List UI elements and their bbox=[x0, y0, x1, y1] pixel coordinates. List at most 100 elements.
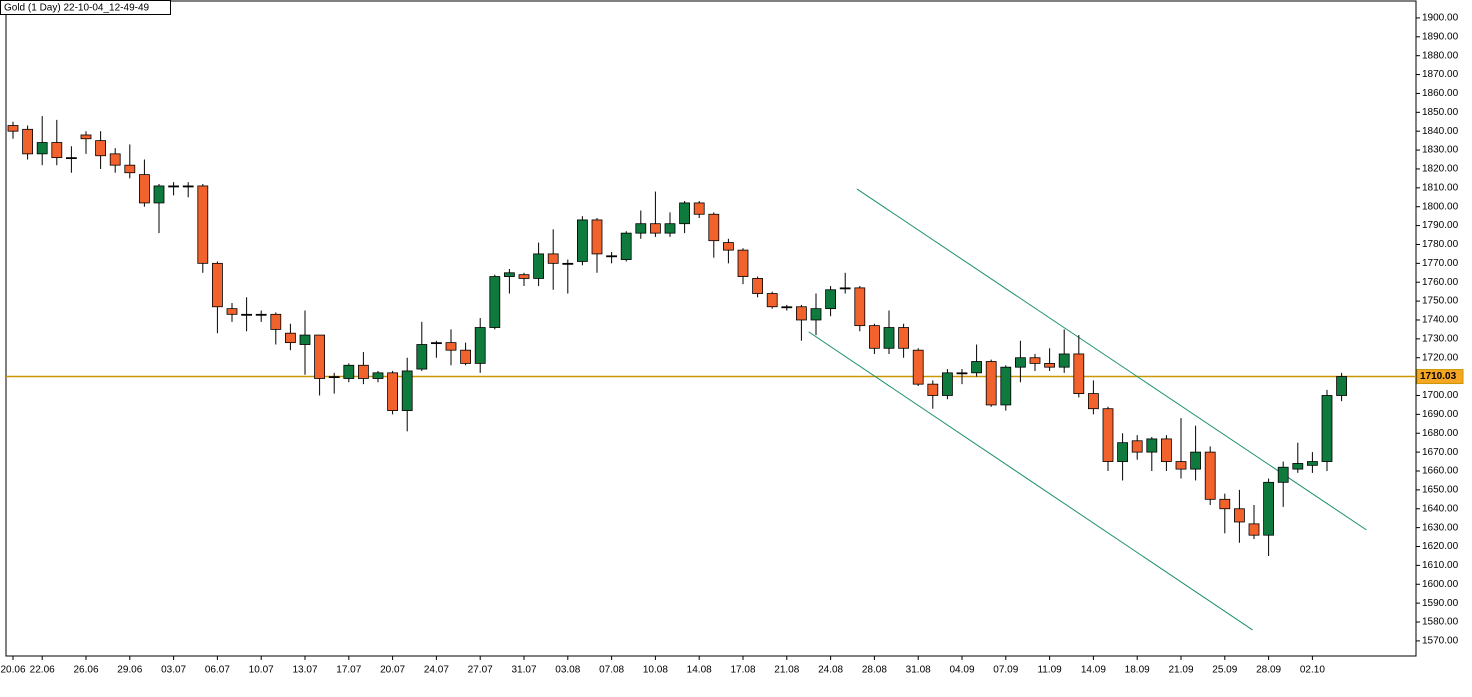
x-tick-label: 21.09 bbox=[1168, 665, 1193, 676]
candle-body bbox=[95, 140, 106, 157]
y-tick-label: 1740.00 bbox=[1422, 315, 1459, 326]
candle-body bbox=[460, 349, 472, 364]
candle-body bbox=[1146, 438, 1158, 453]
candle-body bbox=[124, 164, 136, 174]
y-tick-label: 1690.00 bbox=[1422, 409, 1459, 420]
candle-body bbox=[51, 142, 63, 159]
candle-body bbox=[766, 293, 778, 308]
candle-body bbox=[620, 232, 632, 260]
x-tick-label: 04.09 bbox=[949, 665, 974, 676]
y-tick-label: 1730.00 bbox=[1422, 333, 1459, 344]
x-tick-label: 10.08 bbox=[643, 665, 668, 676]
x-tick-label: 28.09 bbox=[1256, 665, 1281, 676]
y-tick-label: 1770.00 bbox=[1422, 258, 1459, 269]
y-tick-label: 1900.00 bbox=[1422, 13, 1459, 24]
candle-body bbox=[430, 342, 442, 345]
y-tick-label: 1840.00 bbox=[1422, 126, 1459, 137]
candle-body bbox=[66, 157, 77, 160]
x-tick-label: 13.07 bbox=[292, 665, 317, 676]
candle-body bbox=[1117, 442, 1128, 462]
y-tick-label: 1640.00 bbox=[1422, 503, 1459, 514]
candle-body bbox=[1131, 440, 1143, 453]
candle-body bbox=[1161, 438, 1172, 462]
candle-body bbox=[109, 153, 121, 166]
candle-body bbox=[723, 242, 734, 251]
candle-body bbox=[372, 372, 384, 379]
candle-body bbox=[825, 289, 836, 310]
y-tick-label: 1880.00 bbox=[1422, 50, 1459, 61]
candle-body bbox=[1190, 451, 1201, 470]
y-tick-label: 1600.00 bbox=[1422, 579, 1459, 590]
y-tick-label: 1700.00 bbox=[1422, 390, 1459, 401]
candle-body bbox=[927, 383, 939, 396]
x-tick-label: 06.07 bbox=[205, 665, 230, 676]
candle-body bbox=[562, 262, 574, 265]
candle-body bbox=[942, 372, 953, 396]
candle-body bbox=[985, 361, 997, 406]
candle-body bbox=[591, 219, 603, 255]
y-tick-label: 1720.00 bbox=[1422, 352, 1459, 363]
candle-body bbox=[401, 370, 413, 411]
candle-body bbox=[1058, 353, 1070, 368]
candle-body bbox=[883, 327, 895, 349]
price-tag-label: 1710.03 bbox=[1420, 371, 1457, 382]
candle-body bbox=[284, 332, 296, 344]
candle-body bbox=[1248, 523, 1260, 536]
candle-body bbox=[781, 306, 793, 309]
y-tick-label: 1650.00 bbox=[1422, 485, 1459, 496]
y-tick-label: 1760.00 bbox=[1422, 277, 1459, 288]
candle-body bbox=[153, 185, 165, 204]
candle-body bbox=[1219, 498, 1231, 510]
x-tick-label: 20.07 bbox=[380, 665, 405, 676]
x-tick-label: 07.08 bbox=[599, 665, 624, 676]
candle-body bbox=[7, 125, 19, 132]
candle-body bbox=[182, 185, 194, 188]
candle-body bbox=[854, 287, 866, 327]
candle-body bbox=[1073, 353, 1085, 394]
y-tick-label: 1680.00 bbox=[1422, 428, 1459, 439]
candle-body bbox=[839, 287, 851, 290]
candle-body bbox=[211, 262, 223, 308]
x-tick-label: 22.06 bbox=[30, 665, 55, 676]
y-tick-label: 1750.00 bbox=[1422, 296, 1459, 307]
plot-frame bbox=[5, 0, 1417, 657]
x-tick-label: 17.07 bbox=[336, 665, 361, 676]
y-tick-label: 1670.00 bbox=[1422, 447, 1459, 458]
x-tick-label: 24.08 bbox=[818, 665, 843, 676]
x-tick-label: 07.09 bbox=[993, 665, 1018, 676]
candle-body bbox=[314, 334, 326, 379]
x-tick-label: 29.06 bbox=[117, 665, 142, 676]
x-tick-label: 10.07 bbox=[249, 665, 274, 676]
candle-body bbox=[1204, 451, 1216, 500]
candle-body bbox=[474, 327, 486, 364]
candle-body bbox=[1307, 461, 1318, 466]
y-tick-label: 1810.00 bbox=[1422, 182, 1459, 193]
candle-body bbox=[226, 308, 238, 315]
y-tick-label: 1580.00 bbox=[1422, 617, 1459, 628]
candle-body bbox=[241, 313, 253, 316]
candle-body bbox=[810, 308, 822, 321]
candle-body bbox=[1175, 461, 1187, 470]
candle-body bbox=[547, 253, 559, 264]
candle-body bbox=[1102, 408, 1114, 462]
candle-body bbox=[445, 342, 457, 351]
candle-body bbox=[796, 306, 807, 321]
candle-body bbox=[693, 202, 705, 215]
chart-title: Gold (1 Day) 22-10-04_12-49-49 bbox=[4, 3, 150, 14]
y-tick-label: 1860.00 bbox=[1422, 88, 1459, 99]
candle-body bbox=[577, 219, 588, 262]
candle-body bbox=[343, 364, 355, 379]
y-tick-label: 1870.00 bbox=[1422, 69, 1459, 80]
candle-body bbox=[80, 134, 92, 140]
candle-body bbox=[270, 313, 282, 330]
candle-body bbox=[635, 223, 647, 234]
candle-body bbox=[650, 223, 661, 234]
y-tick-label: 1780.00 bbox=[1422, 239, 1459, 250]
candle-body bbox=[168, 185, 180, 188]
candle-body bbox=[1000, 366, 1012, 406]
candle-body bbox=[1277, 466, 1289, 483]
x-tick-label: 14.09 bbox=[1081, 665, 1106, 676]
candle-body bbox=[299, 334, 311, 345]
candle-body bbox=[416, 344, 428, 370]
title-box bbox=[0, 0, 171, 15]
